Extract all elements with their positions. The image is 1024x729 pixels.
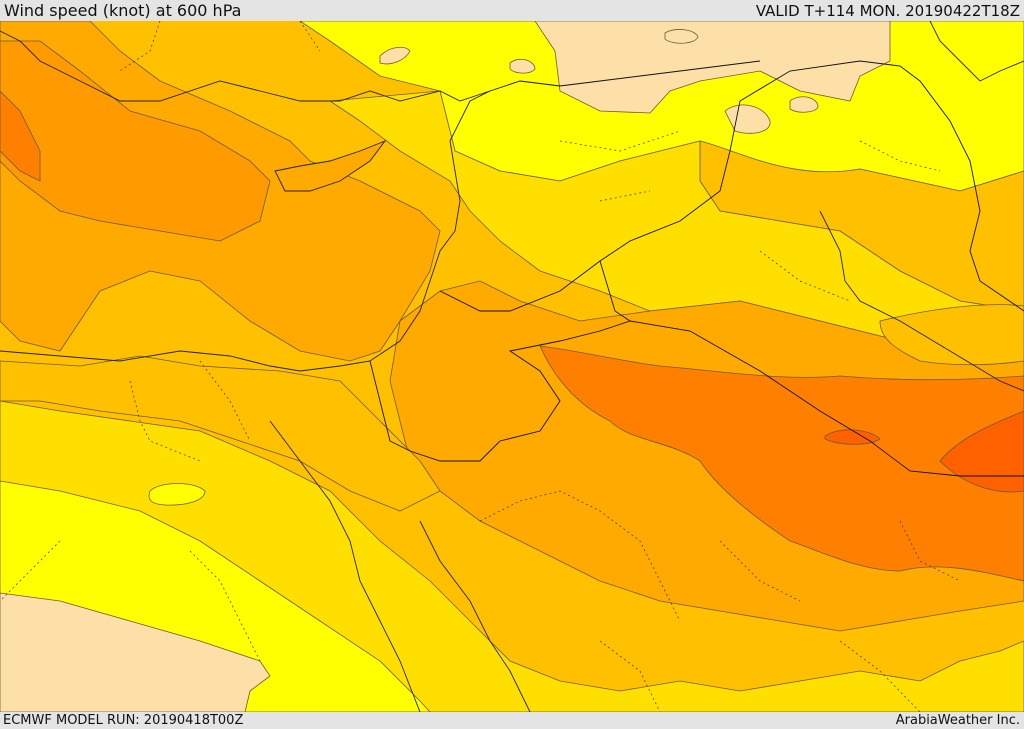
model-run-label: ECMWF MODEL RUN: 20190418T00Z xyxy=(3,713,244,728)
band-deep-orange-arabia xyxy=(539,345,1024,582)
band-tan-top-c xyxy=(789,96,819,113)
footer-bar: ECMWF MODEL RUN: 20190418T00Z ArabiaWeat… xyxy=(0,712,1024,729)
map-title: Wind speed (knot) at 600 hPa xyxy=(4,1,242,20)
credit-label: ArabiaWeather Inc. xyxy=(895,713,1020,728)
band-red-orange-small xyxy=(824,429,881,445)
valid-time-label: VALID T+114 MON. 20190422T18Z xyxy=(755,2,1020,20)
band-red-orange-east xyxy=(939,410,1024,493)
band-gold-egypt xyxy=(0,355,441,512)
band-tan-top-e xyxy=(379,46,411,65)
band-tan-top-d xyxy=(509,58,536,74)
coastline-mediterranean xyxy=(0,90,491,372)
coastline-turkey xyxy=(0,30,491,102)
dotted-province-boundaries xyxy=(0,21,961,712)
coastline-caspian xyxy=(929,21,1024,82)
band-yellow-oval xyxy=(148,483,206,506)
band-dark-orange-west-tip xyxy=(0,90,41,182)
band-light-orange-east xyxy=(879,304,1024,366)
national-borders xyxy=(369,60,1024,477)
coastline-red-sea xyxy=(269,420,531,712)
band-tan-top-f xyxy=(664,29,699,44)
map-canvas xyxy=(0,21,1024,712)
band-tan-top-b xyxy=(724,104,771,134)
coastline-cyprus xyxy=(274,139,387,192)
header-bar: Wind speed (knot) at 600 hPa VALID T+114… xyxy=(0,0,1024,21)
coastline-persian-gulf xyxy=(819,210,1024,392)
band-tan-southwest xyxy=(0,592,271,712)
wind-speed-map xyxy=(0,21,1024,712)
band-dark-orange-west xyxy=(0,40,271,242)
